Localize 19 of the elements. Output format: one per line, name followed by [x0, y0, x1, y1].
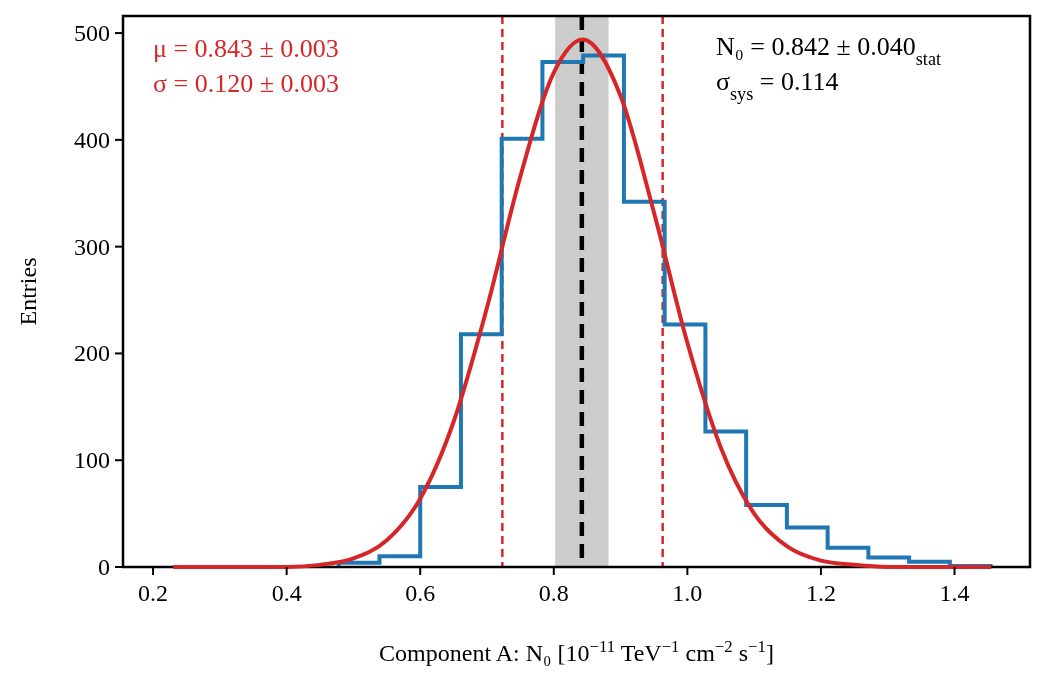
- annotation: N₀ = 0.842 ± 0.040$_{stat}$: [716, 32, 942, 69]
- text: Component A: N₀ [10$^{−11}$ TeV$^{−1}$ cm$^{−2}$ s$^{−1}$]: [379, 636, 774, 666]
- x-tick-label: 1.4: [939, 580, 970, 606]
- x-tick-label: 0.6: [405, 580, 436, 606]
- x-tick-label: 1.2: [805, 580, 836, 606]
- x-tick-label: 0.8: [538, 580, 569, 606]
- x-tick-label: 0.4: [271, 580, 302, 606]
- x-tick-label: 0.2: [138, 580, 169, 606]
- y-tick-label: 200: [74, 340, 110, 367]
- y-axis-title: Entries: [15, 257, 41, 326]
- annotation: μ = 0.843 ± 0.003: [153, 34, 339, 63]
- annotation: σ$_{sys}$ = 0.114: [716, 67, 839, 104]
- annotation: σ = 0.120 ± 0.003: [153, 69, 339, 98]
- y-tick-label: 300: [74, 233, 110, 260]
- y-tick-label: 500: [74, 20, 110, 47]
- y-tick-label: 400: [74, 126, 110, 153]
- y-tick-label: 100: [74, 447, 110, 474]
- y-tick-label: 0: [98, 554, 110, 580]
- x-tick-label: 1.0: [672, 580, 703, 606]
